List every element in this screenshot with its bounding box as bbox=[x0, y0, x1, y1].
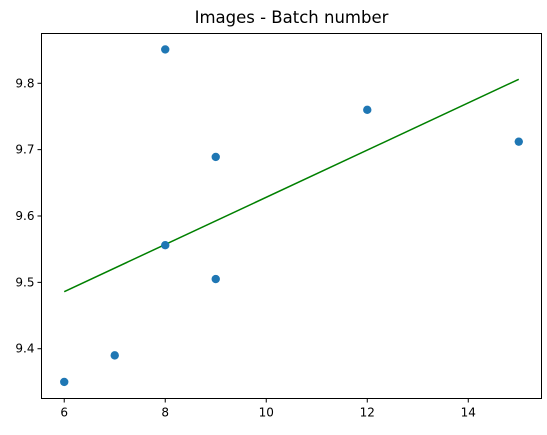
y-tick-label: 9.5 bbox=[15, 275, 34, 289]
x-tick-label: 6 bbox=[60, 406, 68, 420]
data-point bbox=[363, 105, 372, 115]
data-point bbox=[211, 274, 220, 284]
y-tick-label: 9.4 bbox=[15, 342, 34, 356]
plot-area bbox=[60, 45, 523, 387]
data-point bbox=[514, 137, 523, 146]
axes-frame bbox=[41, 33, 542, 399]
y-axis: 9.4 9.5 9.6 9.7 9.8 bbox=[15, 76, 42, 356]
y-tick-label: 9.7 bbox=[15, 143, 34, 157]
data-point bbox=[110, 351, 119, 360]
x-tick-label: 8 bbox=[161, 406, 169, 420]
data-point bbox=[60, 377, 69, 387]
y-tick-label: 9.6 bbox=[15, 209, 34, 223]
data-point bbox=[211, 152, 220, 162]
x-tick-label: 14 bbox=[461, 406, 476, 420]
data-point bbox=[161, 241, 170, 250]
data-point bbox=[161, 45, 170, 54]
x-tick-label: 12 bbox=[360, 406, 375, 420]
x-tick-label: 10 bbox=[259, 406, 274, 420]
x-axis: 6 8 10 12 14 bbox=[60, 398, 476, 420]
chart-title: Images - Batch number bbox=[195, 8, 389, 27]
trend-line bbox=[63, 78, 520, 293]
y-tick-label: 9.8 bbox=[15, 76, 34, 90]
